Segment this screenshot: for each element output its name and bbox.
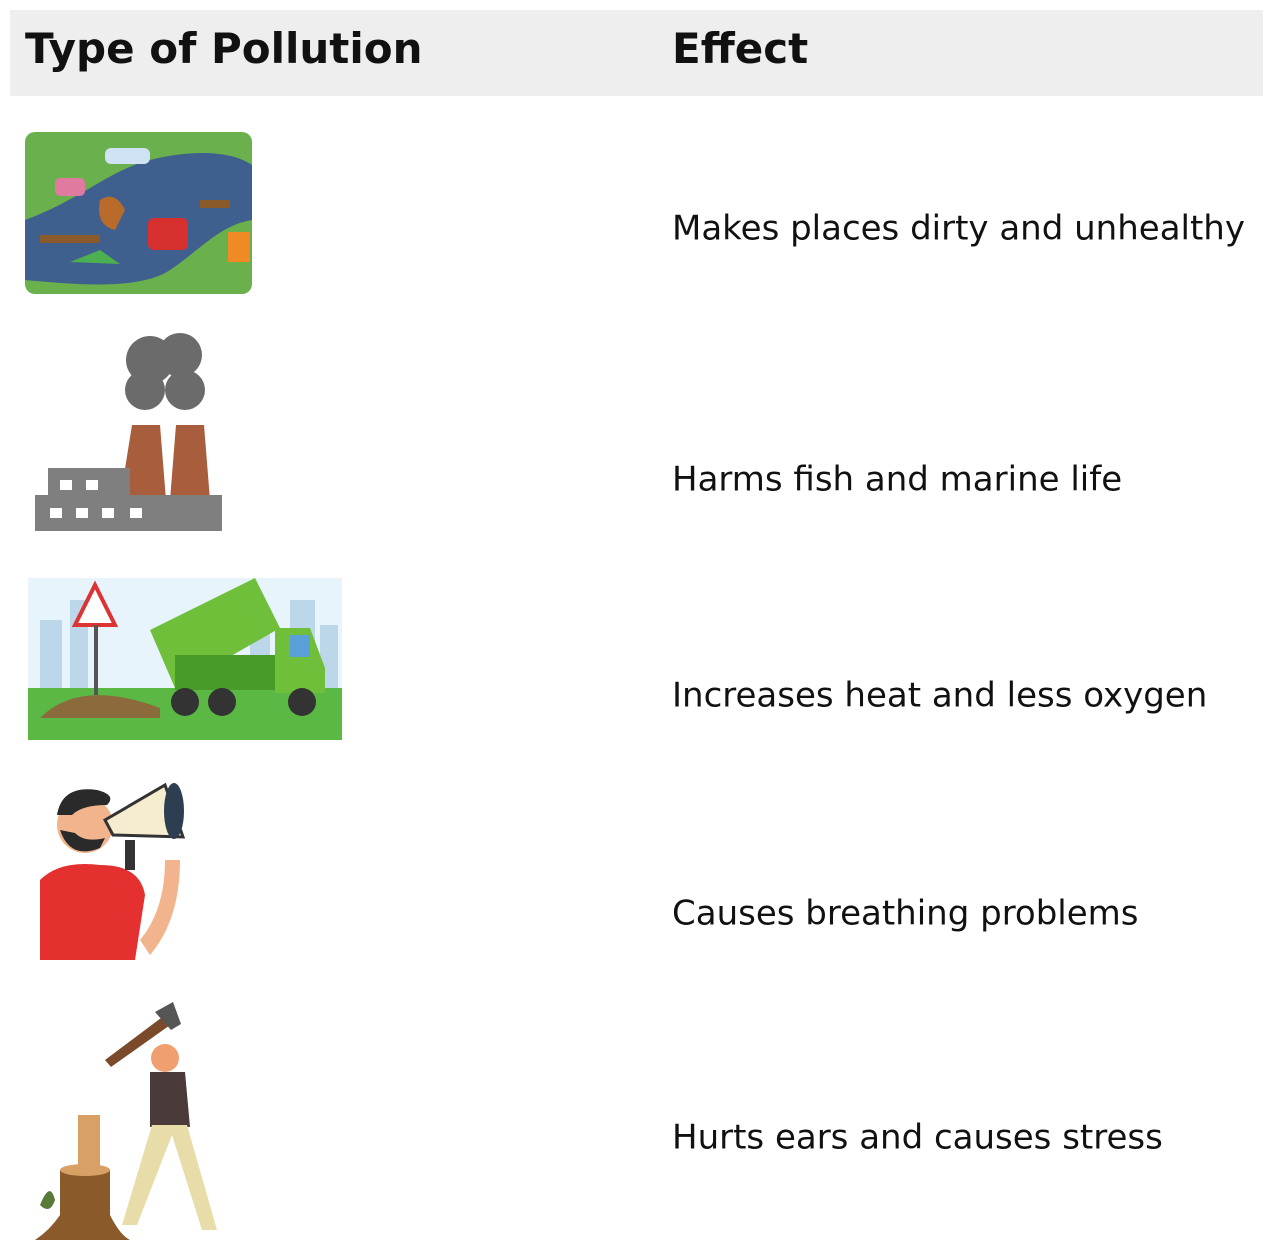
effect-text: Causes breathing problems <box>672 894 1139 934</box>
effect-text: Hurts ears and causes stress <box>672 1118 1163 1158</box>
effect-text: Increases heat and less oxygen <box>672 676 1207 716</box>
worksheet: Type of Pollution Effect <box>0 0 1263 1241</box>
litter-image <box>25 132 252 294</box>
trash-truck-image <box>28 578 342 740</box>
factory-image <box>35 333 222 531</box>
woodcutter-image <box>35 1002 217 1240</box>
header-type: Type of Pollution <box>25 24 423 73</box>
effect-text: Makes places dirty and unhealthy <box>672 209 1245 249</box>
effect-text: Harms fish and marine life <box>672 460 1122 500</box>
megaphone-image <box>40 783 184 960</box>
header-effect: Effect <box>672 24 808 73</box>
